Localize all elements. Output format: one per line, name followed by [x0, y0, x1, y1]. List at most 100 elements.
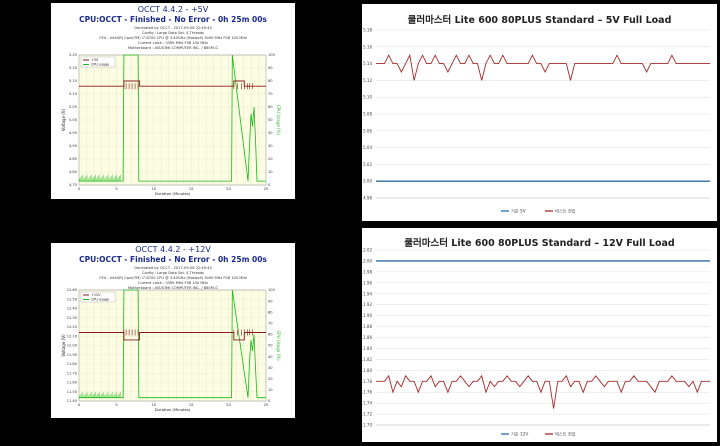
occt-info-line: Motherboard : ASUSTeK COMPUTER INC. / B8…: [127, 46, 219, 50]
occt-info-line: Generated by OCCT - 2017-09-08 22:49:43: [134, 266, 212, 270]
x-tick-label: 25: [264, 186, 269, 191]
occt-12v-info: Generated by OCCT - 2017-09-08 22:49:43 …: [51, 266, 295, 291]
y-tick-label: 11.80: [362, 368, 372, 373]
y-axis-label: Voltage (V): [61, 334, 66, 357]
y2-tick-label: 70: [268, 322, 273, 326]
y2-tick-label: 40: [268, 131, 273, 135]
y2-tick-label: 30: [268, 144, 273, 148]
y-tick-label: 4.90: [69, 144, 78, 148]
y-tick-label: 12.00: [67, 344, 78, 348]
occt-5v-panel: OCCT 4.4.2 - +5V CPU:OCCT - Finished - N…: [51, 3, 295, 199]
y-tick-label: 5.06: [363, 128, 372, 133]
y2-tick-label: 100: [268, 53, 276, 57]
occt-5v-title: OCCT 4.4.2 - +5V: [137, 5, 209, 14]
occt-info-line: CPU : Intel(R) Core(TM) i7-6700 CPU @ 3.…: [99, 36, 247, 40]
series-cpu-usage-line: [79, 54, 266, 182]
y2-tick-label: 30: [268, 366, 273, 370]
y-tick-label: 11.76: [362, 390, 372, 395]
y2-tick-label: 0: [268, 183, 271, 187]
x-tick-label: 10: [151, 186, 156, 191]
y2-tick-label: 80: [268, 310, 273, 314]
y-tick-label: 11.86: [362, 335, 372, 340]
y-tick-label: 5.12: [363, 78, 372, 83]
occt-5v-info: Generated by OCCT - 2017-09-08 22:49:43 …: [51, 26, 295, 51]
y-tick-label: 11.70: [362, 423, 372, 428]
occt-info-line: CPU : Intel(R) Core(TM) i7-6700 CPU @ 3.…: [99, 276, 247, 280]
series-measured-line: [376, 53, 710, 81]
y-tick-label: 5.00: [363, 179, 372, 184]
y-tick-label: 11.82: [362, 357, 372, 362]
y-tick-label: 4.95: [69, 131, 77, 135]
y2-tick-label: 70: [268, 92, 273, 96]
y-tick-label: 12.02: [362, 248, 372, 253]
y-tick-label: 11.74: [362, 401, 372, 406]
x-tick-label: 5: [115, 186, 118, 191]
y2-tick-label: 90: [268, 66, 273, 70]
kr-5v-title: 쿨러마스터 Lite 600 80PLUS Standard – 5V Full…: [407, 15, 672, 26]
y-axis-label: Voltage (V): [61, 108, 66, 131]
y-tick-label: 5.10: [363, 95, 372, 100]
y-tick-label: 5.15: [69, 79, 77, 83]
y-tick-label: 5.08: [363, 112, 372, 117]
y2-tick-label: 100: [268, 288, 276, 292]
kr-12v-panel: 쿨러마스터 Lite 600 80PLUS Standard – 12V Ful…: [362, 228, 717, 442]
x-tick-label: 5: [115, 402, 118, 407]
legend-box: [80, 56, 116, 68]
y-tick-label: 4.75: [69, 183, 77, 187]
y2-tick-label: 10: [268, 388, 273, 392]
occt-info-line: Config : Large Data Set, 4 Threads: [141, 271, 205, 275]
y-tick-label: 11.84: [362, 346, 372, 351]
y2-tick-label: 40: [268, 355, 273, 359]
y-tick-label: 5.05: [69, 105, 77, 109]
occt-info-line: Current clock : 3399 MHz FSB 100 MHz: [137, 281, 209, 285]
y-tick-label: 12.10: [67, 334, 78, 338]
legend-box: [80, 291, 116, 303]
y2-tick-label: 0: [268, 399, 271, 403]
y2-tick-label: 90: [268, 299, 273, 303]
x-tick-label: 20: [226, 402, 231, 407]
y-tick-label: 5.00: [69, 118, 78, 122]
y2-tick-label: 60: [268, 105, 273, 109]
occt-info-line: Current clock : 3399 MHz FSB 100 MHz: [137, 41, 209, 45]
y-tick-label: 4.98: [363, 196, 372, 201]
y-tick-label: 11.72: [362, 412, 372, 417]
y-tick-label: 11.98: [362, 269, 372, 274]
y-tick-label: 11.70: [67, 371, 78, 375]
legend-label-measured: 테스트 전압: [555, 431, 576, 438]
occt-info-line: Motherboard : ASUSTeK COMPUTER INC. / B8…: [127, 286, 219, 290]
x-tick-label: 0: [78, 402, 81, 407]
x-tick-label: 25: [264, 402, 269, 407]
occt-12v-chart: 11.40 11.50 11.60 11.70 11.80 11.90 12.00 12.10…: [61, 288, 281, 412]
y2-tick-label: 20: [268, 377, 273, 381]
y-tick-label: 12.50: [67, 297, 78, 301]
occt-info-line: Generated by OCCT - 2017-09-08 22:49:43: [134, 26, 212, 30]
y-tick-label: 11.94: [362, 291, 372, 296]
y-tick-label: 5.02: [363, 162, 372, 167]
kr-12v-title: 쿨러마스터 Lite 600 80PLUS Standard – 12V Ful…: [404, 238, 675, 249]
x-tick-label: 0: [78, 186, 81, 191]
y2-tick-label: 80: [268, 79, 273, 83]
legend-label-voltage: +5V: [91, 58, 99, 62]
y-tick-label: 11.40: [67, 399, 78, 403]
y2-axis-label: CPU Usage (%): [276, 105, 281, 136]
occt-info-line: Config : Large Data Set, 4 Threads: [141, 31, 205, 35]
legend-label-reference: 기준 12V: [511, 431, 528, 438]
legend-label-measured: 테스트 전압: [555, 208, 576, 215]
y-tick-label: 5.10: [69, 92, 78, 96]
y-tick-label: 12.30: [67, 316, 78, 320]
x-tick-label: 15: [189, 186, 194, 191]
y-tick-label: 5.25: [69, 53, 77, 57]
x-axis-label: Duration (Minutes): [155, 407, 191, 412]
y-tick-label: 4.80: [69, 170, 78, 174]
y-tick-label: 5.04: [363, 145, 372, 150]
y2-tick-label: 20: [268, 157, 273, 161]
x-tick-label: 20: [226, 186, 231, 191]
legend-label-voltage: +12V: [91, 293, 101, 297]
y-tick-label: 11.60: [67, 381, 78, 385]
y-tick-label: 11.78: [362, 379, 372, 384]
y-tick-label: 11.88: [362, 324, 372, 329]
y-tick-label: 5.16: [363, 44, 372, 49]
y-tick-label: 12.60: [67, 288, 78, 292]
y-tick-label: 5.18: [363, 28, 372, 33]
legend-label-reference: 기준 5V: [511, 208, 526, 215]
